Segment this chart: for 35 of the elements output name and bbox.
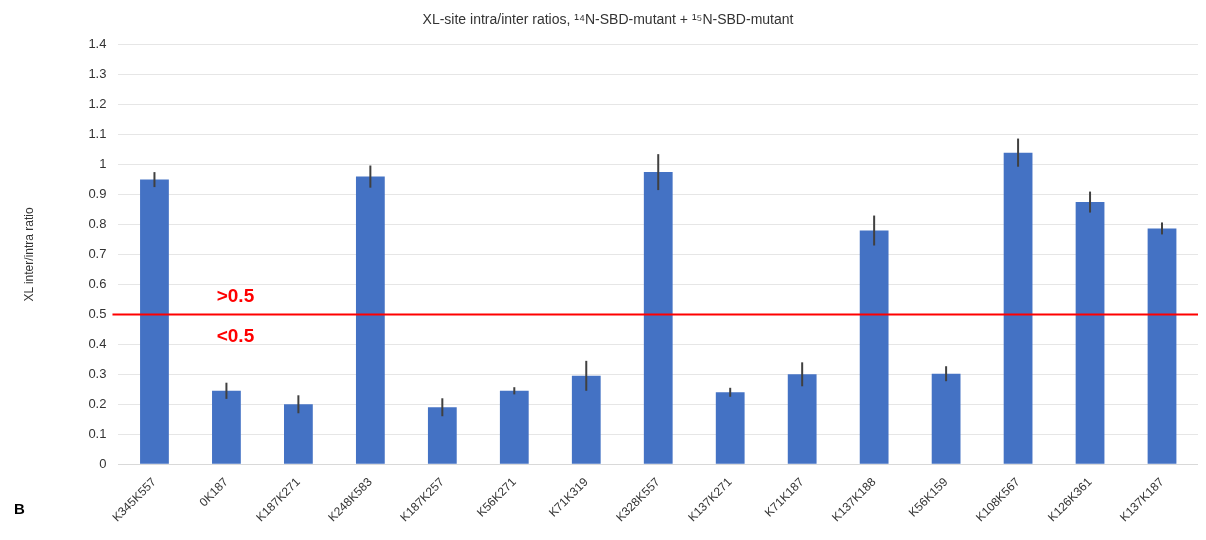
y-tick-label: 1.2 bbox=[88, 96, 107, 112]
y-tick-label: 0.6 bbox=[88, 276, 107, 292]
bar bbox=[643, 172, 673, 464]
bar bbox=[1003, 152, 1033, 464]
y-tick-label: 0.4 bbox=[88, 335, 107, 351]
y-tick-label: 0.2 bbox=[88, 395, 107, 411]
y-tick-label: 1.1 bbox=[88, 126, 107, 142]
y-tick-label: 0.5 bbox=[88, 305, 107, 321]
annotation: >0.5 bbox=[216, 284, 255, 306]
y-tick-label: 0.1 bbox=[88, 425, 107, 441]
bar bbox=[571, 375, 601, 464]
y-tick-label: 1.3 bbox=[88, 66, 107, 82]
bar bbox=[1075, 202, 1105, 464]
y-axis-title: XL inter/intra ratio bbox=[21, 207, 36, 302]
annotation: <0.5 bbox=[216, 324, 255, 346]
y-tick-label: 0.8 bbox=[88, 216, 107, 232]
bar bbox=[931, 373, 961, 464]
bar bbox=[355, 176, 385, 464]
y-tick-label: 0 bbox=[99, 455, 107, 471]
bar bbox=[212, 390, 241, 464]
bar bbox=[859, 230, 889, 464]
y-tick-label: 1.4 bbox=[88, 36, 107, 52]
chart-title: XL-site intra/inter ratios, ¹⁴N-SBD-mutant + ¹⁵N-SBD-mutant bbox=[422, 11, 794, 28]
bar bbox=[1147, 228, 1177, 464]
y-tick-label: 0.9 bbox=[88, 186, 107, 202]
bar bbox=[284, 404, 313, 464]
y-tick-label: 0.3 bbox=[88, 365, 107, 381]
bar bbox=[499, 390, 529, 464]
bar bbox=[715, 392, 745, 464]
y-tick-label: 1 bbox=[99, 156, 107, 172]
bar bbox=[140, 179, 169, 464]
bar bbox=[787, 374, 817, 464]
bar bbox=[427, 407, 457, 464]
text: B bbox=[14, 500, 25, 517]
y-tick-label: 0.7 bbox=[88, 246, 107, 262]
